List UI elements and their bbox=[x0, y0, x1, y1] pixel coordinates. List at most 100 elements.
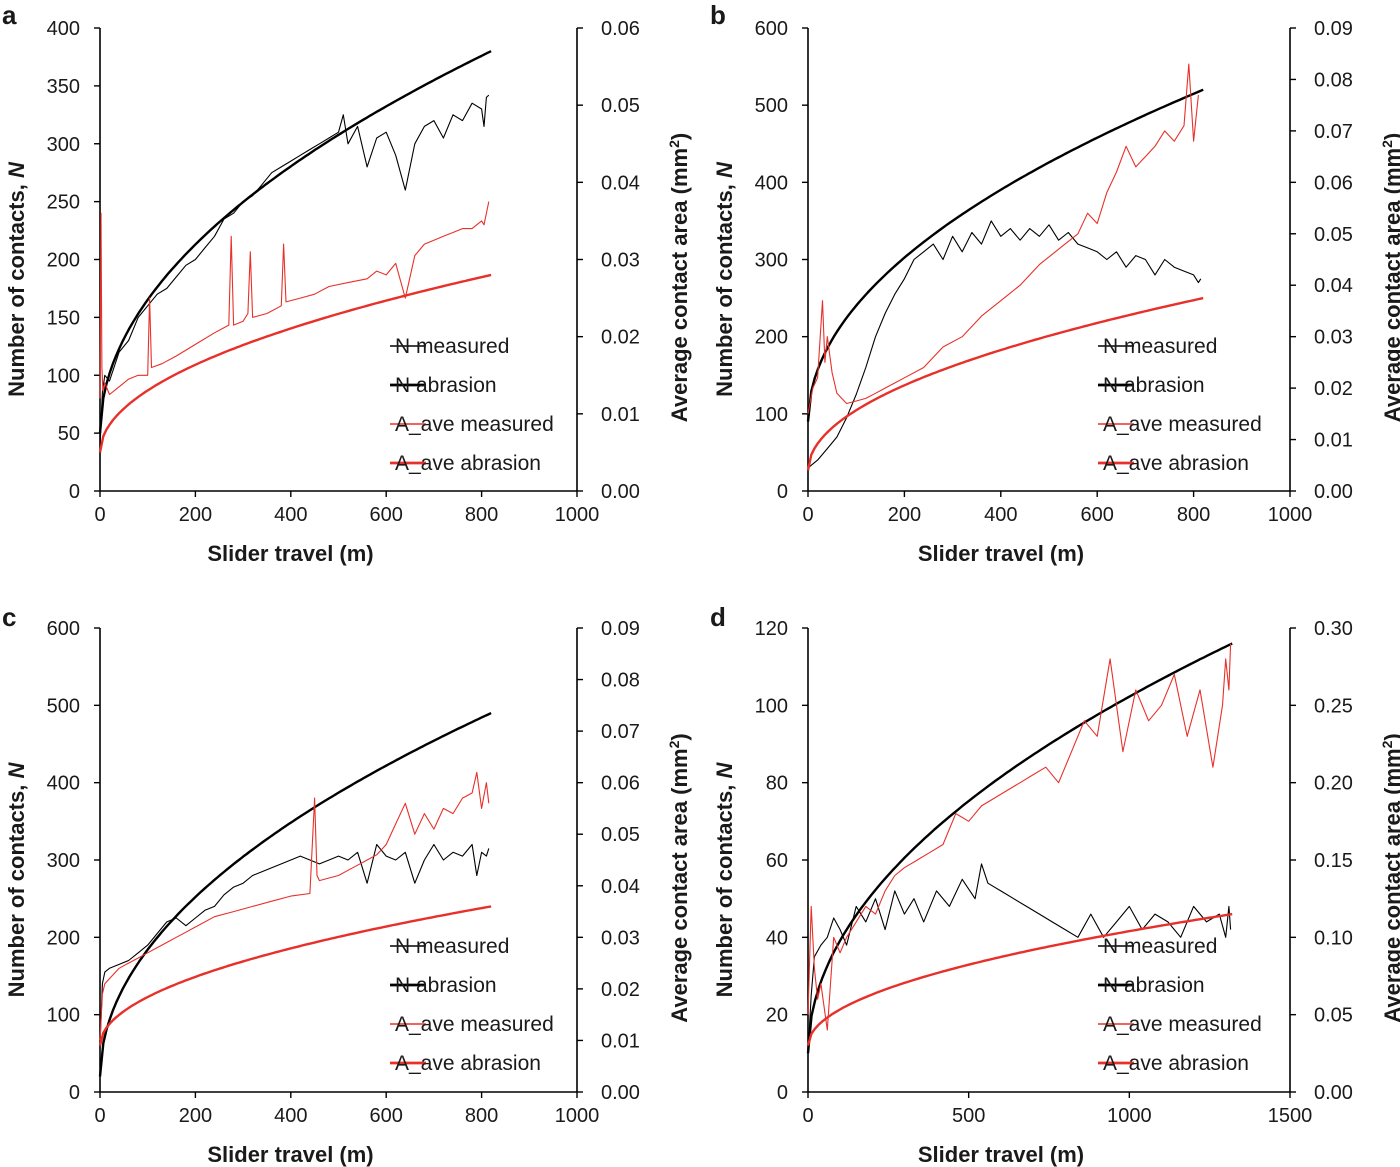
y2-tick-label: 0.00 bbox=[1314, 1082, 1353, 1104]
y2-tick-label: 0.02 bbox=[601, 327, 640, 349]
panel-c: c 0 200 400 600 800 1000 0 100 200 300 400 500 600 0.0… bbox=[2, 602, 692, 1167]
y2-axis-title: Average contact area (mm2) bbox=[666, 733, 692, 1022]
y2-tick-label: 0.09 bbox=[1314, 18, 1353, 40]
y2-tick-label: 0.09 bbox=[601, 618, 640, 640]
x-tick-label: 500 bbox=[952, 1105, 985, 1127]
y-tick-label: 600 bbox=[755, 18, 788, 40]
y2-axis-title-end: ) bbox=[1380, 733, 1400, 740]
series-a-ave-measured bbox=[99, 771, 490, 1041]
series-a-ave-abrasion bbox=[806, 912, 1233, 1046]
y-tick-label: 200 bbox=[755, 327, 788, 349]
legend-label: A_ave abrasion bbox=[395, 452, 541, 475]
y2-axis-title-text: Average contact area (mm bbox=[667, 148, 692, 422]
y2-axis-title-end: ) bbox=[667, 133, 692, 140]
y-axis-title: Number of contacts, N bbox=[712, 161, 737, 397]
legend-label: A_ave measured bbox=[395, 413, 554, 436]
series-a-ave-abrasion bbox=[98, 273, 492, 453]
y2-tick-label: 0.06 bbox=[601, 773, 640, 795]
y2-tick-label: 0.00 bbox=[1314, 481, 1353, 503]
series-n-measured bbox=[807, 863, 1232, 1054]
series-n-measured bbox=[99, 94, 490, 451]
panel-letter: b bbox=[710, 0, 726, 30]
y-tick-label: 0 bbox=[777, 481, 788, 503]
x-tick-label: 600 bbox=[370, 1105, 403, 1127]
y-tick-label: 100 bbox=[47, 1005, 80, 1027]
x-tick-label: 0 bbox=[802, 1105, 813, 1127]
x-tick-label: 1500 bbox=[1268, 1105, 1313, 1127]
x-tick-label: 800 bbox=[465, 504, 498, 526]
y2-tick-label: 0.08 bbox=[601, 670, 640, 692]
panel-a: a 0 200 400 600 800 1000 0 50 100 150 200 250 300 350 4… bbox=[2, 0, 692, 566]
y-tick-label: 150 bbox=[47, 307, 80, 329]
panel-letter: d bbox=[710, 602, 726, 632]
y2-tick-label: 0.04 bbox=[601, 876, 640, 898]
series-a-ave-abrasion bbox=[98, 905, 492, 1046]
legend-label: A_ave abrasion bbox=[1103, 1052, 1249, 1075]
x-tick-label: 400 bbox=[984, 504, 1017, 526]
y-tick-label: 300 bbox=[47, 850, 80, 872]
y-tick-label: 400 bbox=[47, 18, 80, 40]
legend-label: N measured bbox=[395, 935, 509, 958]
y2-tick-label: 0.00 bbox=[601, 1082, 640, 1104]
y2-tick-label: 0.01 bbox=[601, 1030, 640, 1052]
legend-label: A_ave abrasion bbox=[1103, 452, 1249, 475]
y-tick-label: 100 bbox=[755, 404, 788, 426]
y-tick-label: 500 bbox=[755, 95, 788, 117]
y2-tick-label: 0.04 bbox=[1314, 275, 1353, 297]
y2-axis-title-end: ) bbox=[1380, 133, 1400, 140]
y-tick-label: 100 bbox=[755, 695, 788, 717]
y-axis-title-symbol: N bbox=[4, 762, 29, 779]
y2-axis-title-text: Average contact area (mm bbox=[667, 748, 692, 1022]
y2-tick-label: 0.08 bbox=[1314, 69, 1353, 91]
series-a-ave-measured bbox=[807, 643, 1232, 1031]
y-tick-label: 600 bbox=[47, 618, 80, 640]
y-axis-title-symbol: N bbox=[712, 762, 737, 779]
y-tick-label: 80 bbox=[766, 773, 788, 795]
y2-axis-title: Average contact area (mm2) bbox=[1379, 733, 1400, 1022]
y-tick-label: 100 bbox=[47, 365, 80, 387]
y2-tick-label: 0.00 bbox=[601, 481, 640, 503]
legend-label: N abrasion bbox=[395, 374, 497, 397]
y2-tick-label: 0.05 bbox=[1314, 1005, 1353, 1027]
legend-label: N measured bbox=[1103, 935, 1217, 958]
y-tick-label: 250 bbox=[47, 192, 80, 214]
x-tick-label: 400 bbox=[274, 504, 307, 526]
series-n-measured bbox=[807, 220, 1202, 469]
y2-tick-label: 0.01 bbox=[1314, 430, 1353, 452]
panel-letter: c bbox=[2, 602, 16, 632]
legend-label: N abrasion bbox=[1103, 974, 1205, 997]
y2-tick-label: 0.20 bbox=[1314, 773, 1353, 795]
y2-tick-label: 0.07 bbox=[601, 721, 640, 743]
y2-tick-label: 0.05 bbox=[1314, 224, 1353, 246]
series-n-abrasion bbox=[98, 712, 492, 1077]
panel-letter: a bbox=[2, 0, 17, 30]
panel-b: b 0 200 400 600 800 1000 0 100 200 300 400 500 600 0.0… bbox=[710, 0, 1400, 566]
y-tick-label: 50 bbox=[58, 423, 80, 445]
y-axis-title-text: Number of contacts, bbox=[4, 178, 29, 397]
y2-axis-title-sup: 2 bbox=[1379, 140, 1395, 148]
x-tick-label: 0 bbox=[94, 1105, 105, 1127]
y-tick-label: 0 bbox=[69, 1082, 80, 1104]
y2-axis-title-text: Average contact area (mm bbox=[1380, 148, 1400, 422]
panel-d: d 0 500 1000 1500 0 20 40 60 80 100 120 0.00 0.05 0.10… bbox=[710, 602, 1400, 1167]
legend-label: A_ave measured bbox=[1103, 1013, 1262, 1036]
y2-tick-label: 0.02 bbox=[1314, 378, 1353, 400]
x-tick-label: 1000 bbox=[1107, 1105, 1152, 1127]
series-a-ave-measured bbox=[807, 63, 1199, 414]
y-tick-label: 120 bbox=[755, 618, 788, 640]
y2-tick-label: 0.10 bbox=[1314, 927, 1353, 949]
y2-tick-label: 0.15 bbox=[1314, 850, 1353, 872]
y2-tick-label: 0.06 bbox=[1314, 172, 1353, 194]
x-tick-label: 800 bbox=[465, 1105, 498, 1127]
y-axis-title: Number of contacts, N bbox=[4, 161, 29, 397]
series-n-abrasion bbox=[806, 642, 1233, 1054]
legend-label: N abrasion bbox=[1103, 374, 1205, 397]
legend-label: N measured bbox=[1103, 335, 1217, 358]
series-a-ave-abrasion bbox=[806, 296, 1204, 471]
x-axis-title: Slider travel (m) bbox=[918, 541, 1084, 566]
y-axis-title: Number of contacts, N bbox=[4, 762, 29, 998]
y2-axis-title: Average contact area (mm2) bbox=[1379, 133, 1400, 422]
series-n-measured bbox=[99, 843, 490, 1046]
series-n-abrasion bbox=[806, 88, 1204, 422]
